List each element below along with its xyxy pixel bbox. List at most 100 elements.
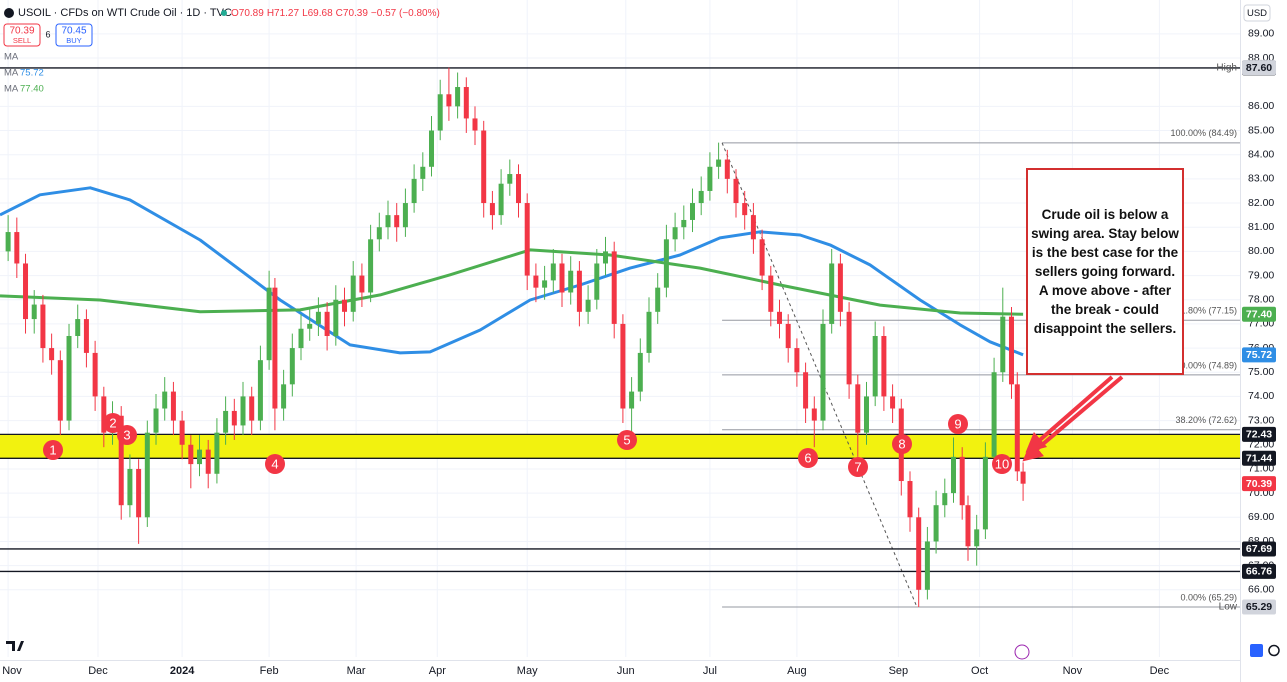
candle-body [516,174,522,204]
fib-label: 61.80% (77.15) [1175,306,1237,316]
candle-body [1014,384,1020,472]
marker-label: 9 [954,416,961,431]
candle-body [681,219,687,228]
candle-body [197,449,203,465]
candle-body [533,275,539,288]
buy-label: BUY [66,36,81,45]
candle-body [776,311,782,324]
candle-body [118,415,124,506]
candle-body [83,319,89,353]
candle-body [240,396,246,426]
price-tag [1242,426,1276,442]
candle-body [672,227,678,240]
settings-icon [1268,644,1280,657]
candle-body [603,251,609,264]
buy-price: 70.45 [61,26,86,37]
marker-label: 3 [123,427,130,442]
x-tick-label: Nov [1063,665,1083,677]
candle-body [620,323,626,409]
ohlc-values: O70.89 H71.27 L69.68 C70.39 −0.57 (−0.80%) [231,8,440,19]
candle-body [75,319,81,336]
candle-body [924,541,930,590]
candle-body [14,232,20,264]
candle-body [733,178,739,204]
fib-label: 50.00% (74.89) [1175,360,1237,370]
candle-body [144,432,150,518]
candle-body [576,270,582,312]
sell-button [3,23,41,47]
candle-body [446,94,452,107]
x-tick-label: Jul [703,665,717,677]
candle-body [855,384,861,433]
candle-body [965,505,971,547]
candle-body [31,304,37,320]
x-tick-label: Mar [347,665,366,677]
candle-body [568,270,574,293]
candle-body [524,203,530,276]
y-tick-label: 80.00 [1248,245,1274,257]
candle-body [1020,471,1026,484]
marker-label: 1 [49,442,56,457]
marker-label: 10 [995,456,1009,471]
marker-label: 5 [623,432,630,447]
fib-label: 0.00% (65.29) [1180,592,1237,602]
currency-label: USD [1247,8,1267,19]
marker-circle [43,440,63,460]
candle-body [101,396,107,433]
indicator-name: MA [4,84,19,95]
x-tick-label: Dec [1150,665,1170,677]
candle-body [881,335,887,397]
low-label: Low [1219,602,1238,613]
candle-body [982,456,988,530]
candle-body [974,529,980,547]
y-tick-label: 73.00 [1248,414,1274,426]
chart-title: USOIL · CFDs on WTI Crude Oil · 1D · TVC [18,7,232,19]
price-tag [1242,599,1276,615]
candle-body [170,391,176,421]
x-tick-label: Aug [787,665,807,677]
symbol-icon [4,8,14,18]
candle-body [1008,316,1014,385]
ohlc-value: H71.27 [267,8,300,19]
candle-body [750,215,756,240]
marker-circle [892,434,912,454]
price-tag-label: 70.39 [1246,478,1272,490]
candle-body [742,203,748,216]
candle-body [376,227,382,240]
y-tick-label: 89.00 [1248,28,1274,40]
x-axis-panel [0,660,1240,682]
candle-body [689,203,695,220]
candle-body [153,408,159,433]
marker-label: 6 [804,450,811,465]
candle-body [127,468,133,506]
x-tick-label: Nov [2,665,22,677]
candle-body [205,449,211,474]
x-tick-label: Feb [260,665,279,677]
candle-body [507,174,513,184]
marker-circle [798,448,818,468]
market-dot [221,10,227,16]
y-tick-label: 74.00 [1248,390,1274,402]
candle-body [342,299,348,312]
candle-body [646,311,652,353]
candle-body [629,391,635,409]
candle-body [266,287,272,361]
y-tick-label: 86.00 [1248,100,1274,112]
x-tick-label: May [517,665,538,677]
candle-body [5,232,11,252]
candle-body [385,215,391,228]
indicator-name: MA [4,68,19,79]
candle-body [249,396,255,421]
candle-body [916,517,922,590]
y-tick-label: 69.00 [1248,511,1274,523]
candle-body [811,408,817,421]
ohlc-value: O70.89 [231,8,264,19]
candle-body [179,420,185,445]
candle-body [136,468,142,518]
price-tag [1242,541,1276,557]
candle-body [289,348,295,385]
high-label: High [1216,62,1237,73]
candle-body [214,432,220,474]
candle-body [394,215,400,228]
